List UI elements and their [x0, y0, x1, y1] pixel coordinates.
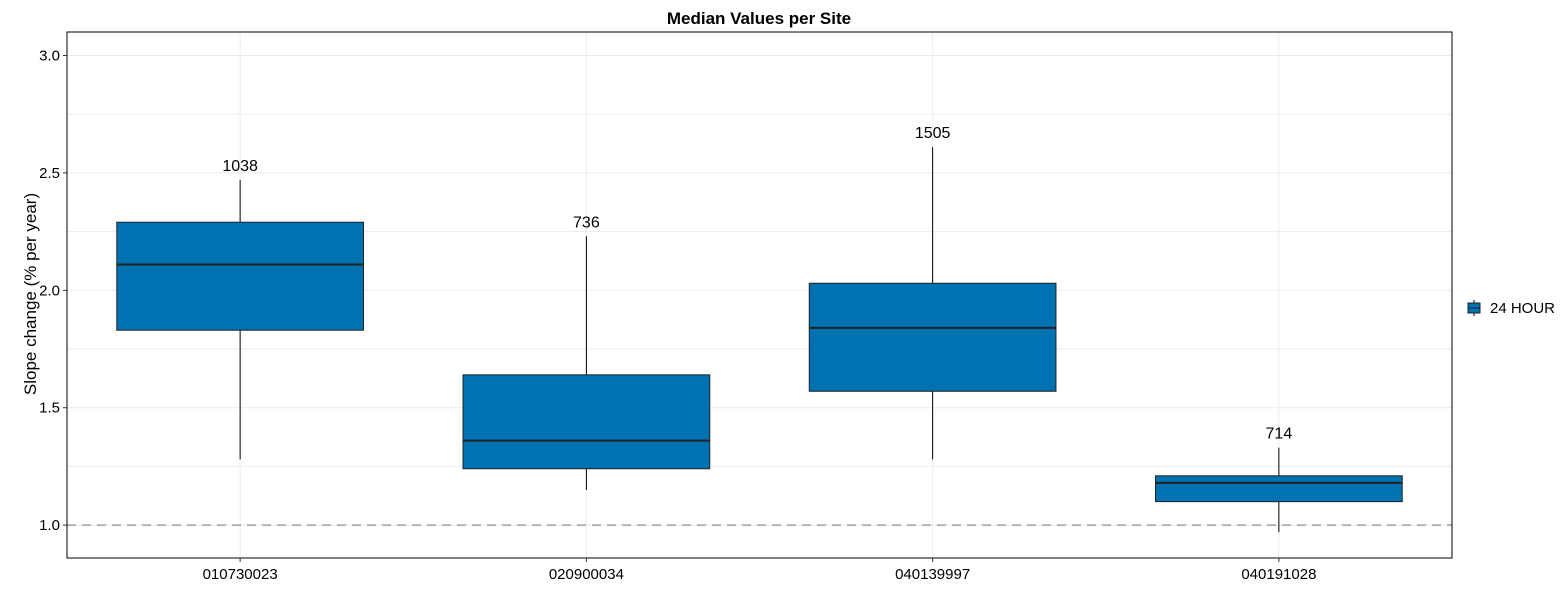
x-tick-label: 020900034: [549, 566, 624, 583]
y-tick-label: 3.0: [39, 47, 60, 64]
x-tick-label: 010730023: [203, 566, 278, 583]
count-label: 1505: [915, 125, 951, 142]
y-tick-label: 1.0: [39, 517, 60, 534]
legend: 24 HOUR: [1467, 300, 1555, 317]
box-group: 714: [1155, 426, 1403, 533]
box-iqr: [462, 374, 711, 470]
boxes-layer: 1038 736 1505 714: [116, 125, 1403, 533]
axis-layer: 1.0 1.5 2.0 2.5 3.0 010730023 020900034 0401399…: [39, 47, 1316, 583]
y-tick-label: 2.5: [39, 165, 60, 182]
count-label: 714: [1266, 426, 1293, 443]
box-group: 1038: [116, 158, 364, 460]
legend-label: 24 HOUR: [1490, 300, 1555, 317]
y-axis-label: Slope change (% per year): [21, 193, 40, 395]
box-group: 736: [462, 214, 711, 490]
x-tick-label: 040191028: [1241, 566, 1316, 583]
box-iqr: [116, 221, 364, 331]
box-iqr: [1155, 475, 1403, 503]
box-iqr: [808, 282, 1057, 392]
box-group: 1505: [808, 125, 1057, 460]
count-label: 1038: [222, 158, 258, 175]
y-tick-label: 2.0: [39, 282, 60, 299]
x-tick-label: 040139997: [895, 566, 970, 583]
chart-title: Median Values per Site: [667, 9, 851, 28]
plot-panel-border: [66, 31, 1453, 559]
count-label: 736: [573, 214, 600, 231]
y-tick-label: 1.5: [39, 400, 60, 417]
